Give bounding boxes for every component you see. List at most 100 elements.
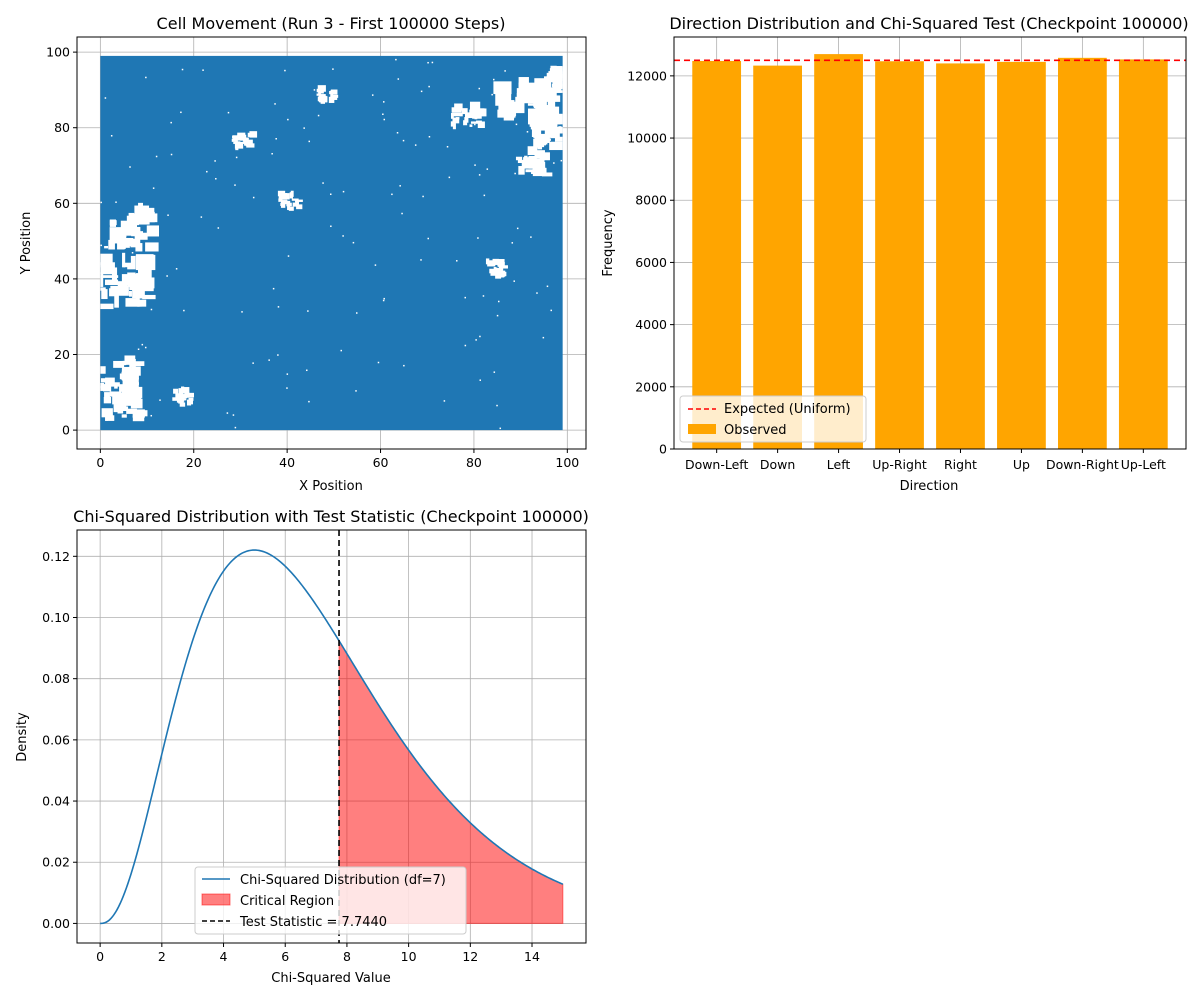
scatter-unvisited-gap [328, 96, 335, 103]
scatter-unvisited-gap [172, 397, 180, 401]
scatter-unvisited-gap [545, 76, 549, 85]
bar-observed-up-left [1118, 59, 1168, 449]
scatter-unvisited-speck [493, 371, 496, 373]
scatter-unvisited-speck [428, 85, 430, 88]
scatter-unvisited-speck [383, 101, 385, 103]
scatter-unvisited-gap [534, 150, 545, 159]
scatter-unvisited-gap [103, 384, 112, 392]
scatter-unvisited-gap [125, 227, 141, 236]
scatter-unvisited-speck [308, 140, 311, 143]
scatter-unvisited-gap [551, 87, 562, 93]
scatter-unvisited-gap [100, 275, 119, 278]
scatter-unvisited-speck [448, 176, 451, 179]
scatter-unvisited-gap [537, 142, 543, 150]
scatter-unvisited-gap [451, 112, 463, 117]
scatter-unvisited-gap [289, 192, 293, 199]
scatter-unvisited-gap [175, 393, 181, 399]
scatter-ylabel: Y Position [19, 212, 34, 276]
scatter-unvisited-gap [518, 77, 529, 87]
scatter-unvisited-speck [313, 89, 316, 91]
scatter-unvisited-gap [284, 193, 290, 200]
scatter-unvisited-speck [513, 280, 515, 282]
scatter-unvisited-speck [252, 362, 254, 364]
bar-panel: Direction Distribution and Chi-Squared T… [601, 14, 1189, 494]
scatter-unvisited-gap [540, 119, 546, 131]
scatter-unvisited-speck [340, 349, 342, 352]
bar-legend-expected-label: Expected (Uniform) [724, 402, 851, 417]
scatter-unvisited-gap [508, 101, 525, 114]
scatter-unvisited-gap [177, 394, 185, 400]
scatter-unvisited-gap [472, 110, 482, 119]
scatter-unvisited-speck [482, 295, 485, 297]
scatter-unvisited-speck [536, 292, 538, 294]
scatter-unvisited-speck [464, 344, 467, 347]
scatter-unvisited-speck [479, 379, 482, 381]
scatter-unvisited-speck [399, 185, 401, 187]
scatter-unvisited-gap [317, 85, 326, 92]
scatter-unvisited-speck [217, 227, 220, 229]
scatter-unvisited-speck [308, 400, 310, 403]
scatter-unvisited-gap [188, 392, 195, 398]
scatter-unvisited-gap [450, 121, 454, 127]
scatter-unvisited-speck [170, 153, 173, 156]
scatter-unvisited-gap [470, 121, 481, 124]
scatter-unvisited-speck [352, 241, 355, 244]
scatter-unvisited-gap [527, 103, 539, 106]
scatter-unvisited-gap [528, 155, 537, 160]
scatter-unvisited-gap [499, 100, 515, 104]
scatter-unvisited-gap [142, 294, 156, 300]
scatter-unvisited-gap [518, 166, 525, 175]
scatter-unvisited-gap [531, 128, 542, 138]
scatter-unvisited-gap [527, 146, 538, 156]
scatter-unvisited-speck [145, 76, 147, 79]
scatter-y-ticklabel: 80 [54, 120, 70, 135]
scatter-unvisited-speck [144, 346, 147, 349]
scatter-unvisited-speck [550, 309, 552, 312]
scatter-unvisited-gap [452, 117, 460, 124]
scatter-unvisited-speck [356, 312, 358, 314]
chisq-x-ticklabel: 6 [281, 949, 289, 964]
scatter-unvisited-gap [135, 284, 145, 299]
scatter-unvisited-speck [497, 300, 500, 303]
scatter-unvisited-gap [533, 96, 547, 109]
scatter-unvisited-gap [128, 291, 132, 297]
scatter-unvisited-gap [122, 376, 127, 388]
scatter-unvisited-gap [109, 288, 118, 297]
scatter-unvisited-gap [477, 121, 485, 129]
bar-x-ticklabel: Down [760, 457, 795, 472]
scatter-unvisited-gap [233, 141, 237, 144]
scatter-panel: Cell Movement (Run 3 - First 100000 Step… [19, 14, 587, 494]
scatter-unvisited-speck [277, 354, 279, 356]
scatter-unvisited-gap [333, 95, 338, 100]
chisq-x-ticklabel: 0 [96, 949, 104, 964]
scatter-unvisited-gap [104, 279, 119, 286]
scatter-unvisited-gap [100, 382, 105, 391]
scatter-unvisited-gap [100, 253, 113, 266]
scatter-unvisited-speck [330, 225, 332, 228]
scatter-unvisited-speck [491, 93, 493, 96]
scatter-unvisited-speck [526, 131, 529, 133]
scatter-title: Cell Movement (Run 3 - First 100000 Step… [157, 14, 506, 33]
bar-axes-frame [673, 36, 1187, 450]
scatter-unvisited-speck [538, 123, 540, 126]
scatter-unvisited-gap [246, 141, 251, 144]
scatter-unvisited-speck [232, 414, 235, 416]
scatter-unvisited-speck [307, 310, 309, 312]
scatter-y-ticklabel: 40 [54, 271, 70, 286]
scatter-unvisited-gap [541, 152, 550, 161]
scatter-unvisited-gap [180, 398, 187, 401]
scatter-unvisited-speck [129, 166, 131, 168]
scatter-unvisited-speck [152, 187, 155, 189]
scatter-unvisited-gap [240, 133, 245, 141]
scatter-unvisited-gap [137, 277, 155, 289]
scatter-unvisited-speck [166, 275, 168, 277]
scatter-unvisited-speck [557, 111, 559, 113]
scatter-unvisited-gap [522, 161, 533, 169]
scatter-unvisited-speck [479, 335, 481, 338]
scatter-unvisited-gap [539, 140, 546, 146]
scatter-unvisited-speck [383, 118, 386, 121]
scatter-unvisited-speck [514, 172, 516, 175]
scatter-unvisited-gap [173, 388, 179, 394]
scatter-unvisited-gap [110, 239, 125, 244]
scatter-unvisited-gap [121, 366, 132, 371]
